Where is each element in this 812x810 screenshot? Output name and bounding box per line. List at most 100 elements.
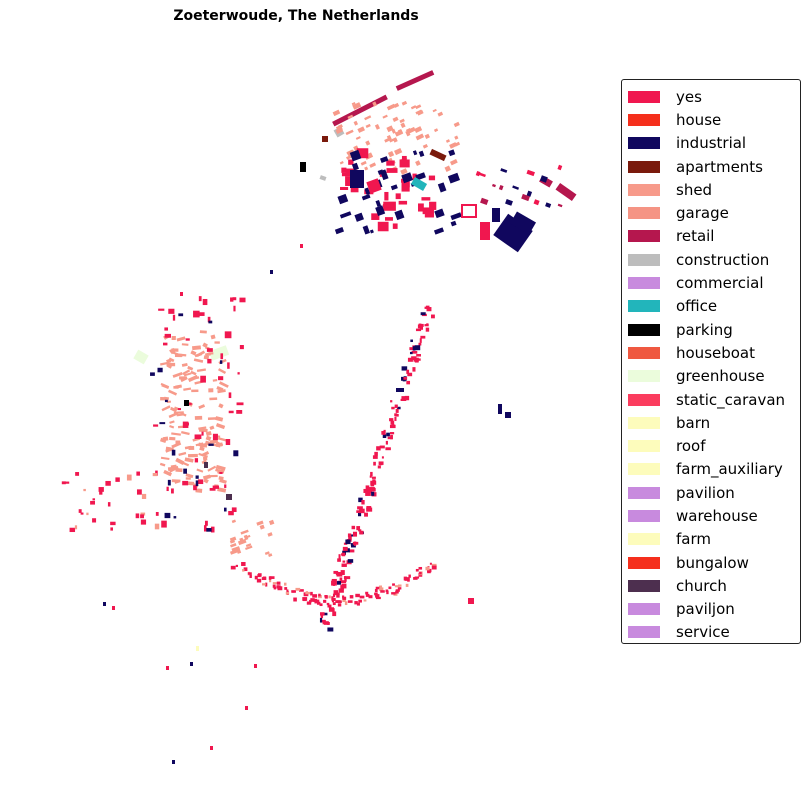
building-footprint [336,581,342,585]
building-footprint [194,458,199,463]
building-footprint [201,431,204,436]
building-footprint [365,123,371,129]
building-footprint [422,143,428,149]
building-footprint [230,543,237,548]
building-footprint [480,197,489,206]
building-footprint [337,600,342,604]
building-footprint [257,573,262,577]
building-footprint [324,621,329,625]
building-footprint [394,209,405,221]
building-footprint [204,462,208,468]
legend-item: commercial [622,271,800,294]
legend-swatch [628,207,660,220]
building-footprint [207,358,212,364]
building-footprint [371,213,380,220]
building-footprint [342,598,346,603]
building-footprint [420,335,426,339]
building-footprint [431,563,437,567]
building-footprint [397,406,401,410]
legend-item: greenhouse [622,365,800,388]
building-footprint [425,566,430,571]
building-footprint [176,413,185,417]
building-footprint [208,345,230,361]
building-footprint [492,208,500,222]
building-footprint [448,149,456,157]
building-footprint [215,422,226,430]
building-footprint [468,598,474,604]
building-footprint [161,405,171,412]
building-footprint [177,408,181,411]
building-footprint [69,527,76,533]
building-footprint [374,592,378,596]
building-footprint [181,461,190,467]
building-footprint [265,582,268,587]
building-footprint [217,487,227,493]
building-footprint [395,70,435,91]
building-footprint [215,416,224,422]
building-footprint [432,108,437,113]
building-footprint [210,334,216,340]
building-footprint [228,510,234,516]
building-footprint [399,118,405,124]
legend-item: parking [622,318,800,341]
legend-swatch [628,90,660,103]
building-footprint [197,479,204,485]
building-footprint [185,473,194,479]
building-footprint [300,162,306,172]
building-footprint [419,571,422,575]
building-footprint [61,481,66,485]
building-footprint [209,487,216,491]
building-footprint [158,308,165,311]
building-footprint [390,400,393,403]
building-footprint [386,168,398,173]
legend-swatch [628,556,660,569]
building-footprint [171,449,176,456]
building-footprint [375,594,380,598]
building-footprint [205,435,212,441]
building-footprint [206,528,212,532]
legend-label: static_caravan [676,390,786,409]
building-footprint [453,121,460,128]
building-footprint [493,213,533,253]
building-footprint [180,376,188,383]
building-footprint [351,162,359,171]
building-footprint [231,507,237,512]
building-footprint [405,583,409,587]
building-footprint [245,543,252,548]
building-footprint [225,439,231,446]
building-footprint [393,138,398,143]
building-footprint [358,512,362,517]
building-footprint [404,577,410,581]
building-footprint [181,343,189,346]
building-footprint [370,483,375,487]
building-footprint [428,175,436,181]
building-footprint [353,541,357,546]
building-footprint [386,103,396,111]
building-footprint [175,384,182,389]
building-footprint [194,352,203,358]
building-footprint [193,310,200,318]
building-footprint [195,488,203,493]
legend-swatch [628,416,660,429]
building-footprint [410,105,417,110]
building-footprint [246,534,251,539]
building-footprint [320,612,325,616]
building-footprint [332,94,388,127]
building-footprint [110,527,113,531]
building-footprint [425,305,430,309]
building-footprint [363,488,369,493]
building-footprint [198,452,208,458]
building-footprint [254,664,257,668]
building-footprint [342,595,345,599]
building-footprint [203,355,210,360]
building-footprint [219,381,229,388]
building-footprint [365,492,371,496]
building-footprint [381,456,384,459]
building-footprint [220,353,224,360]
building-footprint [365,140,371,146]
building-footprint [359,595,365,599]
building-footprint [191,389,199,393]
building-footprint [237,538,247,546]
building-footprint [247,572,252,575]
building-footprint [358,599,362,603]
